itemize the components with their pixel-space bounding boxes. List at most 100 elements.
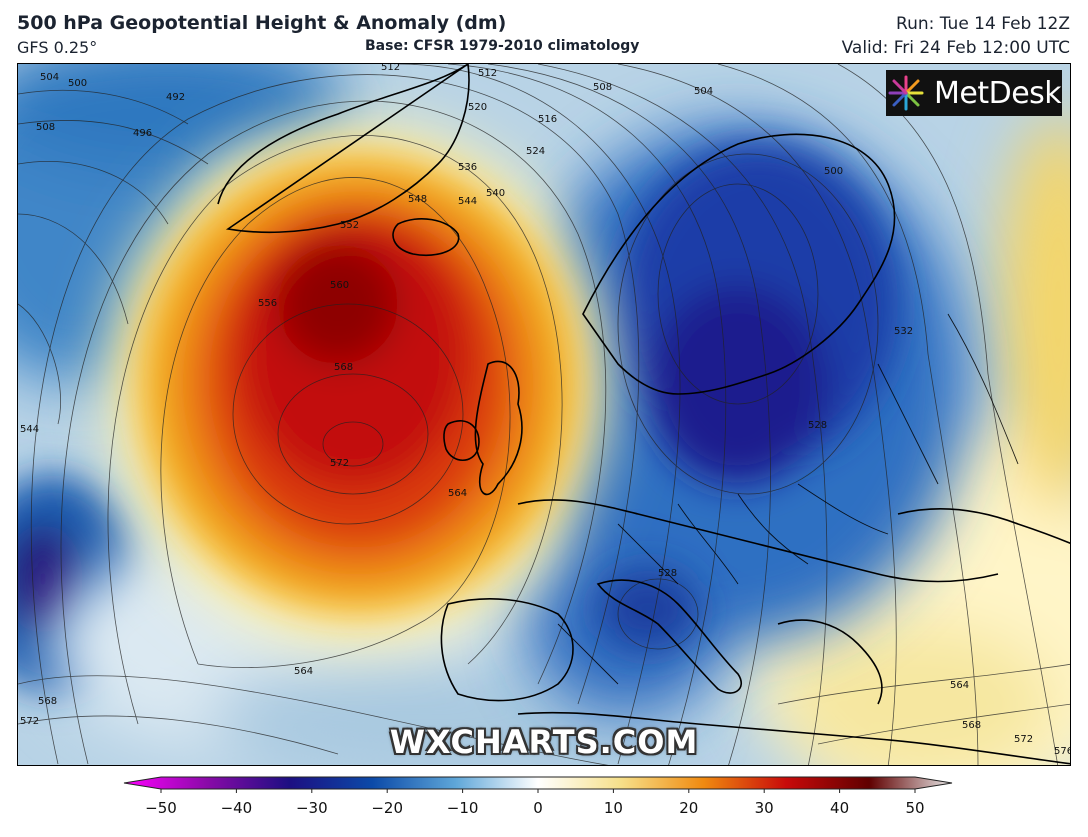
contour-label: 544 xyxy=(458,196,477,207)
border-line xyxy=(677,503,739,585)
contour-label: 496 xyxy=(133,128,152,139)
contour-label: 512 xyxy=(478,68,497,79)
contour-label: 548 xyxy=(408,194,427,205)
contour-564b xyxy=(777,663,1070,705)
colorbar-tick-label: 40 xyxy=(830,799,849,817)
balkans-coast xyxy=(777,619,883,705)
climatology-base-label: Base: CFSR 1979-2010 climatology xyxy=(365,38,640,54)
colorbar-tick-label: 0 xyxy=(533,799,543,817)
contour-508b xyxy=(18,303,61,425)
contour-label: 576 xyxy=(1054,746,1071,757)
italy-coast xyxy=(596,579,742,694)
contour-label: 540 xyxy=(486,188,505,199)
border-line xyxy=(557,623,619,685)
contour-label: 568 xyxy=(38,696,57,707)
border-line xyxy=(947,313,1019,465)
contour-label: 568 xyxy=(334,362,353,373)
contour-572 xyxy=(322,421,384,467)
colorbar-ticks: −50 −40 −30 −20 −10 0 10 20 30 40 50 xyxy=(145,789,925,817)
contour-label: 572 xyxy=(1014,734,1033,745)
colorbar-tick-label: −50 xyxy=(145,799,177,817)
contour-label: 500 xyxy=(68,78,87,89)
anomaly-map: 504 500 492 496 508 512 512 520 516 524 … xyxy=(18,64,1071,765)
valid-time-label: Valid: Fri 24 Feb 12:00 UTC xyxy=(841,38,1070,58)
contour-548 xyxy=(30,74,640,765)
border-line xyxy=(737,493,809,565)
contour-552 xyxy=(60,100,607,765)
contour-492 xyxy=(18,89,189,125)
contour-label: 544 xyxy=(20,424,39,435)
contour-label: 500 xyxy=(824,166,843,177)
britain-coast xyxy=(474,360,523,496)
contour-560 xyxy=(160,177,511,668)
contour-label: 532 xyxy=(894,326,913,337)
contour-label: 504 xyxy=(694,86,713,97)
contour-label: 556 xyxy=(258,298,277,309)
colorbar-tick-label: −10 xyxy=(447,799,479,817)
run-time-label: Run: Tue 14 Feb 12Z xyxy=(896,14,1070,34)
contour-label: 560 xyxy=(330,280,349,291)
contour-label: 564 xyxy=(950,680,969,691)
colorbar-tick-label: 30 xyxy=(755,799,774,817)
contour-label: 572 xyxy=(330,458,349,469)
contour-508 xyxy=(617,153,879,495)
iceland-coast xyxy=(392,218,460,257)
scandinavia-coast xyxy=(582,133,896,395)
colorbar-gradient xyxy=(123,776,953,790)
contour-556 xyxy=(107,135,563,725)
contour-568 xyxy=(277,373,429,495)
country-borders xyxy=(557,313,1019,685)
contour-label: 516 xyxy=(538,114,557,125)
contour-536 xyxy=(447,64,727,765)
map-panel[interactable]: 504 500 492 496 508 512 512 520 516 524 … xyxy=(17,63,1071,766)
colorbar-tick-label: −40 xyxy=(221,799,253,817)
contour-572b xyxy=(18,715,339,755)
wxcharts-watermark: WXCHARTS.COM xyxy=(389,723,699,761)
chart-title: 500 hPa Geopotential Height & Anomaly (d… xyxy=(17,12,507,34)
iberia-coast xyxy=(440,598,574,702)
border-line xyxy=(797,483,889,535)
contour-label: 528 xyxy=(658,568,677,579)
contour-label: 508 xyxy=(36,122,55,133)
metdesk-starburst-icon xyxy=(888,75,924,111)
contour-500b xyxy=(18,161,169,225)
ireland-coast xyxy=(443,420,480,462)
europe-north-coast xyxy=(517,499,999,583)
contour-532 xyxy=(717,64,979,765)
contour-512 xyxy=(617,64,897,765)
metdesk-logo-text: MetDesk xyxy=(934,75,1062,111)
colorbar-tick-label: 10 xyxy=(604,799,623,817)
contour-564 xyxy=(232,303,464,525)
north-africa-coast xyxy=(517,711,1070,765)
border-line xyxy=(877,363,939,485)
colorbar-tick-label: −20 xyxy=(371,799,403,817)
contour-label: 504 xyxy=(40,72,59,83)
contour-label: 508 xyxy=(593,82,612,93)
model-label: GFS 0.25° xyxy=(17,38,98,57)
contour-label: 520 xyxy=(468,102,487,113)
contour-500 xyxy=(657,183,819,405)
contour-540 xyxy=(397,64,681,765)
atlantic-ridge-core xyxy=(138,154,578,614)
greenland-coast xyxy=(217,64,470,234)
contour-label: 528 xyxy=(808,420,827,431)
contour-544 xyxy=(837,64,1059,765)
contour-520 xyxy=(537,64,828,765)
colorbar: −50 −40 −30 −20 −10 0 10 20 30 40 50 xyxy=(0,770,1088,833)
metdesk-logo: MetDesk xyxy=(886,70,1062,116)
colorbar-tick-label: −30 xyxy=(296,799,328,817)
black-sea-coast xyxy=(897,508,1070,545)
contour-label: 524 xyxy=(526,146,545,157)
contour-label: 552 xyxy=(340,220,359,231)
contour-label: 564 xyxy=(294,666,313,677)
contour-568b xyxy=(18,675,609,765)
contour-496 xyxy=(18,120,209,165)
contour-label: 512 xyxy=(381,64,400,73)
contour-labels: 504 500 492 496 508 512 512 520 516 524 … xyxy=(20,64,1071,757)
colorbar-tick-label: 20 xyxy=(679,799,698,817)
contour-528b xyxy=(617,578,699,650)
contour-504 xyxy=(18,213,129,325)
contour-label: 536 xyxy=(458,162,477,173)
contour-label: 492 xyxy=(166,92,185,103)
border-line xyxy=(617,523,679,585)
